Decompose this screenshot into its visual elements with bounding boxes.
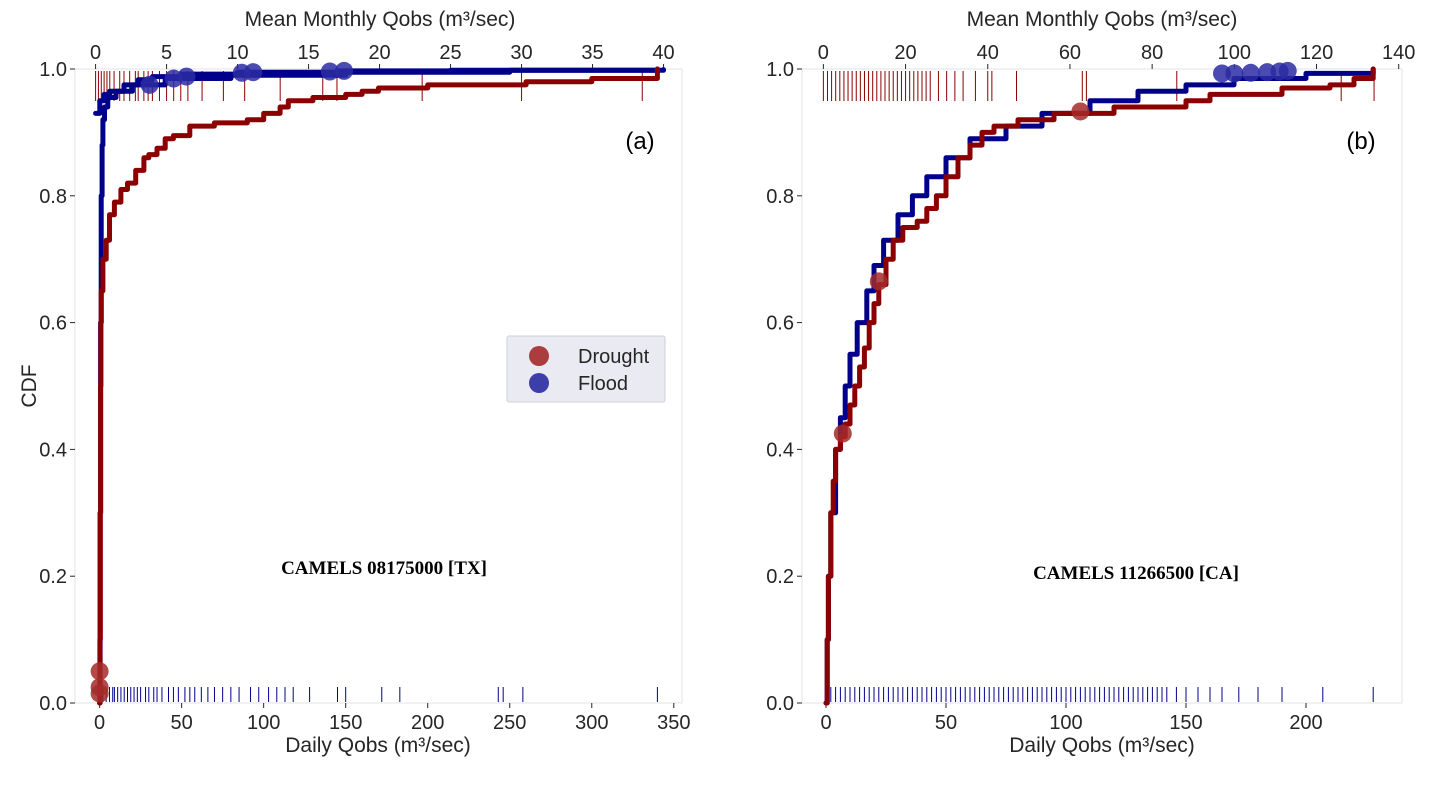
legend-flood-marker	[529, 373, 549, 393]
legend-drought-marker	[529, 346, 549, 366]
y-tick-label: 1.0	[766, 59, 794, 81]
flood-monthly-marker	[320, 62, 339, 81]
y-tick-label: 0.6	[39, 313, 67, 335]
legend-drought-label: Drought	[578, 346, 650, 368]
legend: Drought Flood	[506, 335, 666, 403]
y-axis-title: CDF	[18, 364, 41, 407]
x-tick-label: 50	[935, 712, 957, 734]
panel-b: 0 50 100 150 200 0 20 40 60 80 100 120 140 0.0 0.2 0.4 0…	[766, 8, 1415, 757]
top-x-tick-label: 140	[1382, 42, 1415, 64]
top-x-tick-label: 100	[1218, 42, 1251, 64]
top-x-tick-label: 40	[652, 42, 674, 64]
station-annotation-b: CAMELS 11266500 [CA]	[1033, 563, 1239, 584]
y-tick-label: 0.6	[766, 313, 794, 335]
x-tick-label: 300	[575, 712, 608, 734]
x-tick-label: 50	[171, 712, 193, 734]
x-tick-label: 200	[411, 712, 444, 734]
flood-monthly-marker	[177, 67, 196, 86]
top-x-tick-label: 30	[510, 42, 532, 64]
top-x-tick-label: 20	[894, 42, 916, 64]
drought-marker	[1071, 102, 1090, 121]
flood-monthly-marker	[1241, 63, 1260, 82]
y-tick-label: 0.0	[39, 693, 67, 715]
y-tick-label: 0.2	[766, 566, 794, 588]
bottom-axis-title-b: Daily Qobs (m³/sec)	[1009, 734, 1195, 757]
x-tick-label: 0	[820, 712, 831, 734]
top-x-tick-label: 20	[368, 42, 390, 64]
drought-marker	[90, 684, 109, 703]
panel-label-a: (a)	[625, 128, 654, 155]
top-x-tick-label: 120	[1300, 42, 1333, 64]
y-tick-label: 0.4	[766, 439, 794, 461]
top-x-tick-label: 40	[977, 42, 999, 64]
x-tick-label: 150	[1169, 712, 1202, 734]
markers-b	[833, 61, 1297, 443]
panel-a: 0 50 100 150 200 250 300 350 0 5 10 15 20 25 30 35 40 0.0…	[18, 8, 690, 757]
curves-b	[823, 66, 1376, 706]
ticks-b: 0 50 100 150 200 0 20 40 60 80 100 120 140 0.0 0.2 0.4 0…	[766, 42, 1415, 734]
top-x-tick-label: 10	[226, 42, 248, 64]
y-tick-label: 0.0	[766, 693, 794, 715]
panel-label-b: (b)	[1346, 128, 1375, 155]
flood-monthly-marker	[244, 63, 263, 82]
flood-monthly-marker	[1278, 61, 1297, 80]
rugs-b	[822, 71, 1375, 702]
top-x-tick-label: 80	[1141, 42, 1163, 64]
top-axis-title-a: Mean Monthly Qobs (m³/sec)	[245, 8, 516, 31]
bottom-axis-title-a: Daily Qobs (m³/sec)	[285, 734, 471, 757]
station-annotation-a: CAMELS 08175000 [TX]	[281, 558, 487, 579]
x-tick-label: 100	[247, 712, 280, 734]
drought-cdf-line	[97, 66, 660, 706]
x-tick-label: 350	[657, 712, 690, 734]
plot-area-b	[801, 68, 1403, 704]
ticks-a: 0 50 100 150 200 250 300 350 0 5 10 15 20 25 30 35 40 0.0…	[39, 42, 690, 734]
top-x-tick-label: 60	[1059, 42, 1081, 64]
top-x-tick-label: 35	[581, 42, 603, 64]
x-tick-label: 150	[329, 712, 362, 734]
drought-marker	[90, 662, 109, 681]
y-tick-label: 0.4	[39, 439, 67, 461]
drought-marker	[833, 424, 852, 443]
x-tick-label: 0	[94, 712, 105, 734]
top-axis-title-b: Mean Monthly Qobs (m³/sec)	[967, 8, 1238, 31]
legend-flood-label: Flood	[578, 373, 628, 395]
x-tick-label: 200	[1289, 712, 1322, 734]
top-x-tick-label: 0	[818, 42, 829, 64]
flood-monthly-marker	[335, 61, 354, 80]
top-x-tick-label: 15	[297, 42, 319, 64]
flood-monthly-marker	[140, 75, 159, 94]
drought-cdf-line	[823, 66, 1376, 706]
markers-a	[90, 61, 354, 703]
top-x-tick-label: 5	[161, 42, 172, 64]
drought-marker	[869, 272, 888, 291]
top-x-tick-label: 0	[90, 42, 101, 64]
y-tick-label: 0.8	[766, 186, 794, 208]
flood-monthly-marker	[1225, 64, 1244, 83]
y-tick-label: 0.2	[39, 566, 67, 588]
x-tick-label: 100	[1049, 712, 1082, 734]
flood-monthly-marker	[1213, 64, 1231, 83]
top-x-tick-label: 25	[439, 42, 461, 64]
y-tick-label: 1.0	[39, 59, 67, 81]
x-tick-label: 250	[493, 712, 526, 734]
y-tick-label: 0.8	[39, 186, 67, 208]
